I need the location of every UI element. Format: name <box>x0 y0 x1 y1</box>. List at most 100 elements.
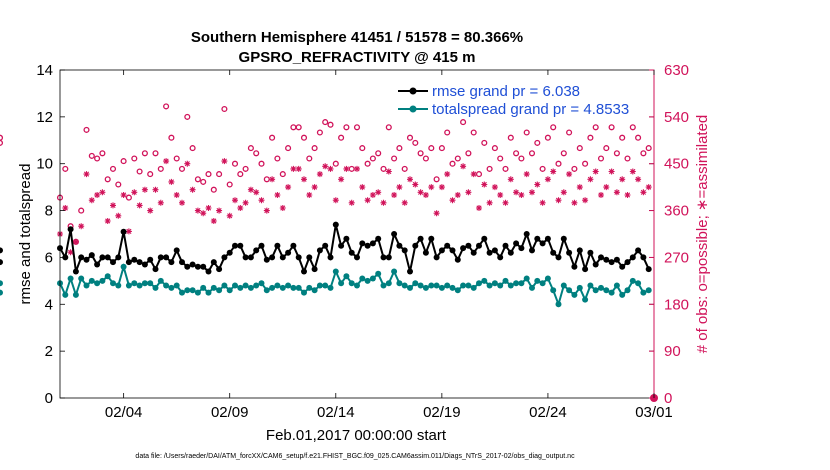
totalspread-marker <box>613 282 620 289</box>
rmse-marker <box>576 247 583 254</box>
totalspread-marker <box>147 280 154 287</box>
obs-possible-marker <box>285 145 292 152</box>
obs-assimilated-marker <box>210 218 217 224</box>
totalspread-marker <box>157 277 164 284</box>
rmse-marker <box>412 242 419 249</box>
totalspread-marker <box>481 277 488 284</box>
obs-possible-marker <box>465 150 472 157</box>
obs-assimilated-marker <box>613 189 620 196</box>
obs-possible-marker <box>147 171 154 178</box>
totalspread-marker <box>582 296 589 303</box>
totalspread-marker <box>0 280 3 287</box>
obs-assimilated-marker <box>592 168 599 175</box>
totalspread-marker <box>285 282 292 289</box>
rmse-marker <box>110 259 116 266</box>
rmse-marker <box>428 235 435 242</box>
obs-possible-marker <box>221 105 228 113</box>
rmse-marker <box>94 261 101 268</box>
rmse-marker <box>237 242 244 249</box>
obs-assimilated-marker <box>560 189 567 196</box>
totalspread-marker <box>598 284 604 291</box>
totalspread-marker <box>99 277 106 284</box>
rmse-marker <box>290 242 297 249</box>
obs-possible-marker <box>513 150 520 157</box>
obs-assimilated-marker <box>94 192 101 198</box>
rmse-marker <box>598 254 604 261</box>
obs-assimilated-marker <box>78 223 85 230</box>
y-right-tick-label: 540 <box>664 109 689 126</box>
totalspread-marker <box>375 270 382 277</box>
rmse-marker <box>301 268 307 275</box>
totalspread-marker <box>242 282 249 289</box>
totalspread-marker <box>412 280 419 287</box>
rmse-marker <box>136 259 143 266</box>
totalspread-marker <box>67 275 74 282</box>
rmse-marker <box>470 249 477 256</box>
y-right-tick-label: 630 <box>664 62 689 79</box>
totalspread-marker <box>465 282 472 289</box>
rmse-marker <box>332 221 339 228</box>
rmse-marker <box>147 256 154 263</box>
rmse-marker <box>497 254 504 261</box>
obs-possible-marker <box>528 150 536 157</box>
totalspread-marker <box>327 284 334 291</box>
obs-assimilated-marker <box>184 160 191 167</box>
obs-possible-marker <box>353 124 361 131</box>
rmse-marker <box>274 242 281 249</box>
totalspread-marker <box>550 287 557 294</box>
y-axis-right-label: # of obs: o=possible; ∗=assimilated <box>694 115 711 354</box>
rmse-marker <box>322 242 329 249</box>
y-right-tick-label: 450 <box>664 156 689 173</box>
totalspread-marker <box>449 284 456 291</box>
obs-possible-marker <box>178 165 186 172</box>
obs-assimilated-marker <box>152 186 159 193</box>
totalspread-marker <box>539 280 546 287</box>
obs-possible-marker <box>216 171 223 178</box>
totalspread-marker <box>396 280 403 287</box>
obs-possible-marker <box>253 150 260 157</box>
obs-assimilated-marker <box>481 181 488 188</box>
rmse-marker <box>582 266 589 273</box>
obs-possible-marker <box>99 150 106 157</box>
obs-assimilated-marker <box>449 197 456 204</box>
rmse-marker <box>354 254 360 261</box>
obs-assimilated-marker <box>433 210 440 217</box>
totalspread-marker <box>359 275 366 282</box>
obs-possible-marker <box>62 165 69 172</box>
obs-assimilated-marker <box>274 192 281 198</box>
obs-assimilated-marker <box>369 192 376 198</box>
obs-possible-marker <box>0 134 4 141</box>
y-right-tick-label: 360 <box>664 203 689 220</box>
obs-assimilated-marker <box>428 184 435 191</box>
totalspread-marker <box>274 282 281 289</box>
obs-assimilated-marker <box>322 163 329 170</box>
totalspread-marker <box>444 282 451 289</box>
obs-possible-marker <box>629 124 636 131</box>
rmse-marker <box>247 254 254 261</box>
rmse-marker <box>529 247 535 254</box>
totalspread-marker <box>136 282 143 289</box>
totalspread-marker <box>232 282 238 289</box>
rmse-marker <box>258 242 265 249</box>
obs-assimilated-marker <box>290 165 297 172</box>
obs-assimilated-marker <box>316 171 323 178</box>
obs-possible-marker <box>608 124 615 131</box>
totalspread-marker <box>529 284 535 291</box>
y-left-tick-label: 0 <box>45 390 53 407</box>
totalspread-marker <box>619 291 626 298</box>
y-right-tick-label: 270 <box>664 249 689 266</box>
obs-assimilated-marker <box>587 176 594 183</box>
totalspread-marker <box>316 282 323 289</box>
obs-assimilated-marker <box>555 197 562 204</box>
obs-possible-marker <box>311 145 318 152</box>
obs-possible-marker <box>417 150 424 157</box>
obs-assimilated-marker <box>306 192 313 198</box>
totalspread-marker <box>555 301 562 308</box>
totalspread-marker <box>380 282 387 289</box>
obs-possible-marker <box>502 165 509 172</box>
totalspread-marker <box>497 282 504 289</box>
obs-assimilated-marker <box>269 176 276 183</box>
totalspread-marker <box>290 284 297 291</box>
obs-assimilated-marker <box>104 218 111 224</box>
